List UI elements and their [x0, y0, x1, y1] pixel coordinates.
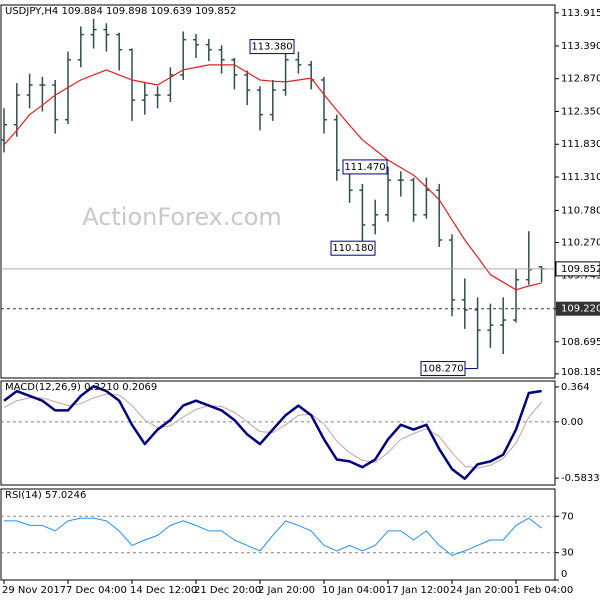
y-tick-label: 0 [561, 569, 567, 580]
x-tick-label: 29 Nov 2017 [2, 585, 66, 596]
y-tick-label: 112.870 [561, 74, 600, 85]
y-tick-label: 0.00 [561, 417, 583, 428]
level-box [556, 301, 600, 316]
annotation-label: 111.470 [344, 162, 385, 173]
x-tick-label: 24 Jan 20:00 [450, 585, 513, 596]
watermark: ActionForex.com [82, 203, 282, 231]
x-tick-label: 1 Feb 04:00 [514, 585, 573, 596]
y-tick-label: 113.915 [561, 8, 600, 19]
x-tick-label: 21 Dec 20:00 [194, 585, 261, 596]
x-tick-label: 17 Jan 12:00 [386, 585, 449, 596]
current-price-label: 109.852 [561, 264, 600, 275]
panel-frame [0, 4, 556, 379]
y-tick-label: 70 [561, 511, 574, 522]
annotation-box [330, 240, 376, 256]
x-tick-label: 14 Dec 12:00 [130, 585, 197, 596]
y-tick-label: 110.270 [561, 238, 600, 249]
panel-frame [0, 380, 556, 486]
x-tick-label: 7 Dec 04:00 [66, 585, 127, 596]
annotation-box [342, 159, 388, 175]
y-tick-label: 113.390 [561, 41, 600, 52]
annotation-box [420, 361, 466, 377]
y-tick-label: 0.364 [561, 382, 590, 393]
chart-title: USDJPY,H4 109.884 109.898 109.639 109.85… [5, 6, 236, 17]
indicator-line [3, 393, 542, 469]
level-label: 109.220 [561, 304, 600, 315]
panel-title: RSI(14) 57.0246 [5, 490, 86, 501]
y-tick-label: 108.185 [561, 367, 600, 378]
y-tick-label: 30 [561, 548, 574, 559]
annotation-box [249, 39, 295, 55]
panel-frame [0, 488, 556, 581]
panel-title: MACD(12,26,9) 0.3210 0.2069 [5, 382, 157, 393]
y-tick-label: 111.830 [561, 139, 600, 150]
annotation-label: 110.180 [332, 243, 373, 254]
y-tick-label: 112.350 [561, 106, 600, 117]
indicator-line [4, 517, 542, 556]
y-tick-label: 111.310 [561, 172, 600, 183]
y-tick-label: 108.695 [561, 337, 600, 348]
x-tick-label: 2 Jan 20:00 [258, 585, 315, 596]
moving-average [3, 64, 542, 291]
annotation-label: 113.380 [251, 42, 292, 53]
x-tick-label: 10 Jan 04:00 [322, 585, 385, 596]
y-tick-label: 110.780 [561, 205, 600, 216]
indicator-line [3, 385, 542, 480]
current-price-box [555, 261, 600, 277]
y-tick-label: -0.5833 [561, 473, 600, 484]
annotation-label: 108.270 [422, 364, 463, 375]
